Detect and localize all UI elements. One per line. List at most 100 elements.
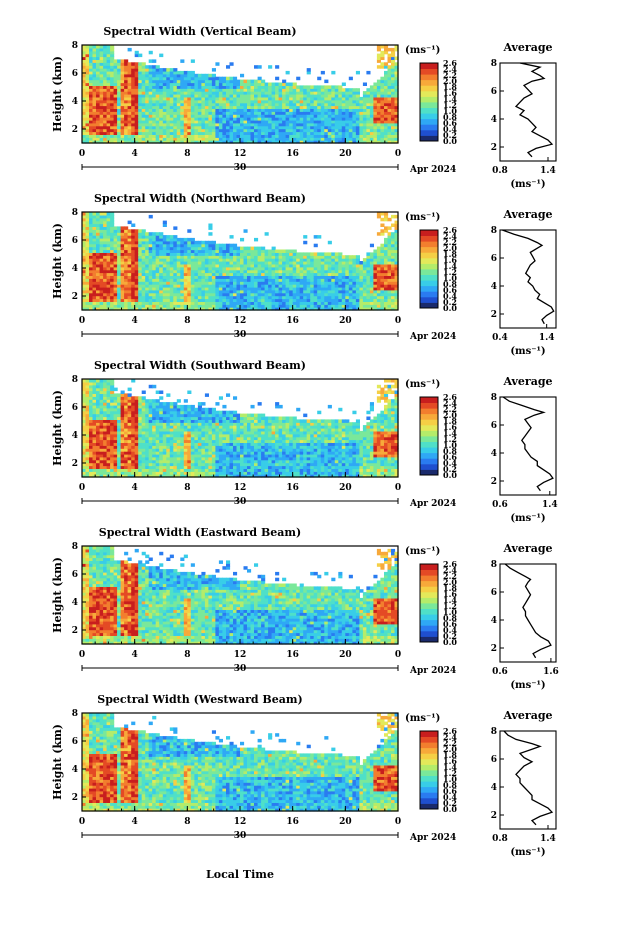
panel-title: Spectral Width (Vertical Beam): [103, 25, 296, 38]
heatmap-cell: [219, 244, 223, 248]
heatmap-cell: [377, 80, 381, 84]
heatmap-cell: [307, 85, 311, 89]
heatmap-cell: [152, 232, 156, 236]
heatmap-cell: [314, 252, 318, 256]
heatmap-cell: [258, 247, 262, 251]
heatmap-cell: [163, 235, 167, 239]
heatmap-cell: [275, 250, 279, 254]
heatmap-cell: [317, 235, 321, 239]
heatmap-cell: [363, 83, 367, 87]
heatmap-cell: [261, 247, 265, 251]
heatmap-cell: [222, 244, 226, 248]
colorbar-swatch: [420, 69, 438, 75]
colorbar-swatch: [420, 80, 438, 86]
heatmap-cell: [149, 59, 153, 63]
heatmap-cell: [191, 59, 195, 63]
panel-title: Spectral Width (Northward Beam): [94, 192, 306, 205]
heatmap-cell: [380, 77, 384, 81]
heatmap-cell: [265, 250, 269, 254]
profile-frame: [500, 63, 556, 161]
heatmap-cell: [226, 244, 230, 248]
heatmap-cell: [166, 235, 170, 239]
profile-line: [502, 230, 553, 324]
heatmap-cell: [233, 244, 237, 248]
heatmap-cell: [384, 62, 388, 66]
heatmap-cell: [363, 91, 367, 95]
heatmap-cell: [356, 88, 360, 92]
heatmap-cell: [335, 85, 339, 89]
heatmap-cell: [237, 247, 241, 251]
heatmap-cell: [131, 62, 135, 66]
heatmap-cell: [331, 85, 335, 89]
heatmap-cell: [342, 255, 346, 259]
heatmap-cell: [293, 83, 297, 87]
heatmap-cell: [208, 232, 212, 236]
heatmap-cell: [335, 252, 339, 256]
heatmap-cell: [149, 65, 153, 69]
heatmap-cell: [328, 85, 332, 89]
heatmap-cell: [356, 255, 360, 259]
heatmap-cell: [114, 226, 118, 230]
heatmap-cell: [191, 238, 195, 242]
colorbar-tick-label: 0.0: [443, 303, 457, 313]
heatmap-cell: [201, 241, 205, 245]
date-label: 30: [234, 163, 247, 173]
heatmap-cell: [244, 247, 248, 251]
month-label: Apr 2024: [409, 332, 456, 342]
heatmap-cell: [380, 62, 384, 66]
heatmap-cell: [128, 48, 132, 52]
heatmap-cell: [251, 80, 255, 84]
heatmap-cell: [198, 74, 202, 78]
heatmap-cell: [117, 226, 121, 230]
heatmap-cell: [121, 59, 125, 63]
heatmap-cell: [391, 215, 395, 219]
heatmap-cell: [373, 250, 377, 254]
heatmap-cell: [205, 74, 209, 78]
heatmap-cell: [258, 77, 262, 81]
colorbar-swatch: [420, 108, 438, 114]
heatmap-cell: [117, 59, 121, 63]
heatmap-cell: [328, 252, 332, 256]
heatmap-cell: [149, 215, 153, 219]
heatmap-cell: [377, 232, 381, 236]
heatmap-cell: [233, 77, 237, 81]
heatmap-cell: [342, 88, 346, 92]
x-tick-label: 20: [339, 316, 352, 326]
profile-x-tick-label: 1.4: [539, 333, 555, 343]
heatmap-cell: [240, 247, 244, 251]
heatmap-cell: [282, 80, 286, 84]
heatmap-cell: [240, 238, 244, 242]
heatmap-cell: [226, 65, 230, 69]
profile-y-tick-label: 8: [491, 59, 497, 69]
colorbar-unit: (ms⁻¹): [405, 212, 440, 223]
heatmap-cell: [275, 83, 279, 87]
heatmap-cell: [296, 85, 300, 89]
heatmap-cell: [345, 88, 349, 92]
heatmap-cell: [279, 83, 283, 87]
heatmap-cell: [265, 83, 269, 87]
heatmap-cell: [345, 255, 349, 259]
heatmap-cell: [331, 252, 335, 256]
heatmap-cell: [331, 71, 335, 75]
heatmap-cells: [82, 212, 399, 311]
heatmap-cell: [370, 85, 374, 89]
colorbar-swatch: [420, 297, 438, 303]
profile-y-tick-label: 4: [491, 282, 497, 292]
heatmap-cell: [230, 235, 234, 239]
x-tick-label: 16: [286, 149, 299, 159]
profile-frame: [500, 230, 556, 328]
heatmap-cell: [289, 83, 293, 87]
heatmap-cell: [265, 232, 269, 236]
colorbar-swatch: [420, 236, 438, 242]
heatmap-cell: [310, 252, 314, 256]
profile-y-tick-label: 2: [491, 143, 497, 153]
heatmap-cell: [159, 68, 163, 72]
heatmap-cell: [145, 232, 149, 236]
heatmap-cell: [310, 85, 314, 89]
heatmap-cell: [138, 62, 142, 66]
heatmap-cell: [128, 221, 132, 225]
heatmap-cell: [391, 224, 395, 228]
heatmap-cell: [219, 77, 223, 81]
heatmap-cell: [149, 51, 153, 55]
